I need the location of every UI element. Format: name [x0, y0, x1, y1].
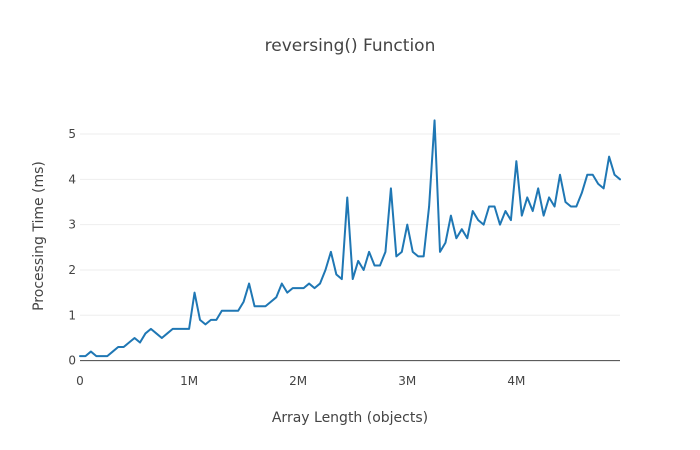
- x-tick-label: 2M: [289, 374, 307, 388]
- y-tick-label: 0: [68, 354, 76, 368]
- x-tick-label: 1M: [180, 374, 198, 388]
- x-tick-label: 3M: [398, 374, 416, 388]
- axis-layer: 0 1 2 3 4 5 0 1M 2M 3M 4M: [68, 127, 620, 388]
- series-line: [79, 119, 621, 358]
- x-axis-title: Array Length (objects): [272, 410, 428, 426]
- y-tick-label: 5: [68, 127, 76, 141]
- x-tick-label: 0: [76, 374, 84, 388]
- y-tick-label: 2: [68, 263, 76, 277]
- y-axis-title: Processing Time (ms): [31, 161, 47, 311]
- y-tick-label: 3: [68, 218, 76, 232]
- y-tick-label: 1: [68, 308, 76, 322]
- x-tick-label: 4M: [507, 374, 525, 388]
- y-tick-label: 4: [68, 172, 76, 186]
- series-layer: [79, 119, 621, 358]
- chart-title: reversing() Function: [265, 36, 436, 56]
